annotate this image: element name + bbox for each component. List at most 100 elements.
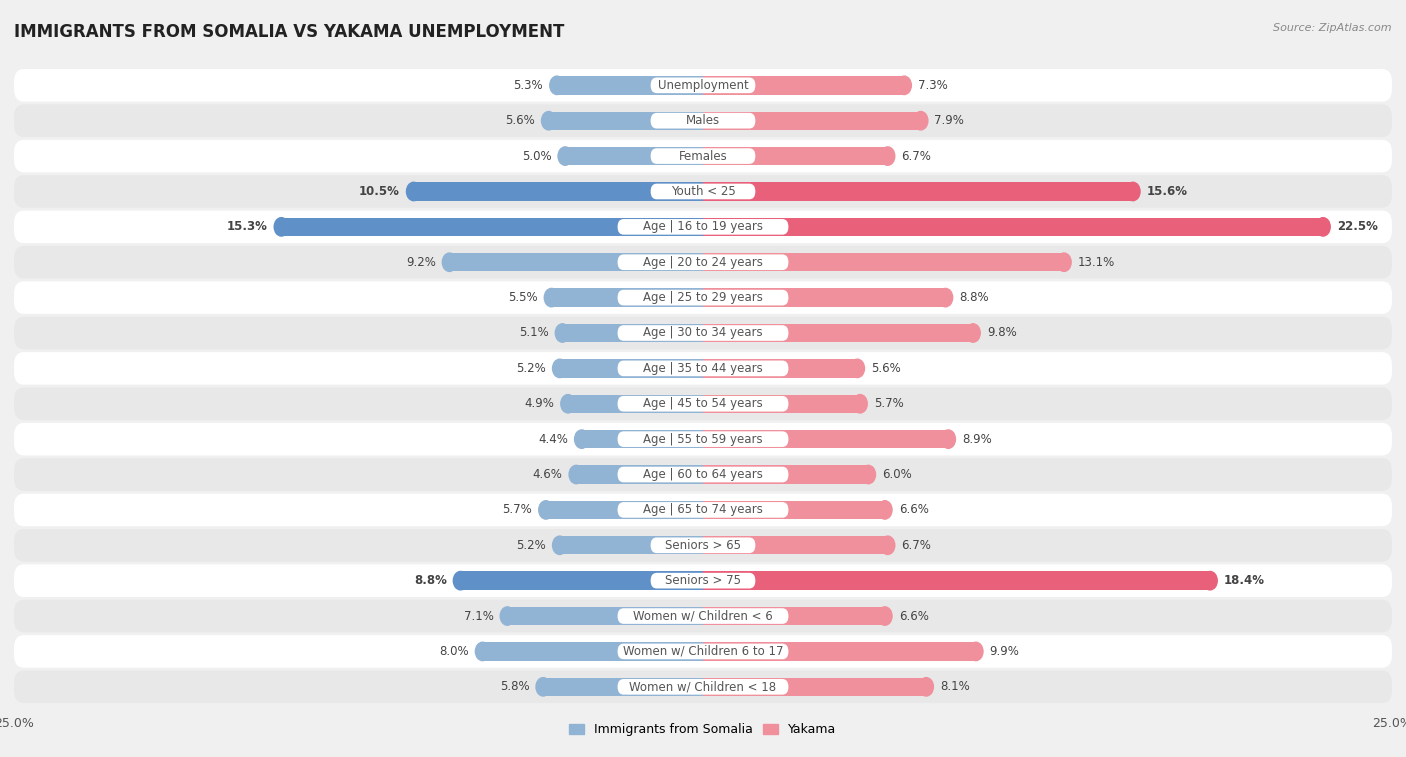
Circle shape bbox=[966, 324, 980, 342]
Bar bbox=[703, 147, 887, 165]
Text: 9.2%: 9.2% bbox=[406, 256, 436, 269]
FancyBboxPatch shape bbox=[617, 679, 789, 695]
FancyBboxPatch shape bbox=[617, 502, 789, 518]
FancyBboxPatch shape bbox=[14, 635, 1392, 668]
Text: Age | 35 to 44 years: Age | 35 to 44 years bbox=[643, 362, 763, 375]
Circle shape bbox=[1126, 182, 1140, 201]
Circle shape bbox=[877, 607, 891, 625]
Circle shape bbox=[475, 642, 489, 661]
FancyBboxPatch shape bbox=[14, 69, 1392, 101]
Text: 5.8%: 5.8% bbox=[499, 681, 530, 693]
FancyBboxPatch shape bbox=[14, 388, 1392, 420]
Circle shape bbox=[575, 430, 589, 448]
Text: 15.3%: 15.3% bbox=[226, 220, 267, 233]
FancyBboxPatch shape bbox=[651, 77, 755, 93]
Text: 5.2%: 5.2% bbox=[516, 539, 546, 552]
FancyBboxPatch shape bbox=[617, 326, 789, 341]
FancyBboxPatch shape bbox=[651, 573, 755, 588]
Text: Age | 65 to 74 years: Age | 65 to 74 years bbox=[643, 503, 763, 516]
Text: Males: Males bbox=[686, 114, 720, 127]
Circle shape bbox=[541, 111, 555, 130]
Bar bbox=[576, 466, 703, 484]
FancyBboxPatch shape bbox=[14, 494, 1392, 526]
Bar bbox=[508, 607, 703, 625]
Text: Age | 55 to 59 years: Age | 55 to 59 years bbox=[643, 433, 763, 446]
Circle shape bbox=[920, 678, 934, 696]
Circle shape bbox=[544, 288, 558, 307]
Text: Youth < 25: Youth < 25 bbox=[671, 185, 735, 198]
FancyBboxPatch shape bbox=[651, 184, 755, 199]
Bar bbox=[703, 288, 945, 307]
FancyBboxPatch shape bbox=[14, 671, 1392, 703]
Circle shape bbox=[274, 218, 288, 236]
Circle shape bbox=[555, 324, 569, 342]
Text: Source: ZipAtlas.com: Source: ZipAtlas.com bbox=[1274, 23, 1392, 33]
Text: Seniors > 65: Seniors > 65 bbox=[665, 539, 741, 552]
FancyBboxPatch shape bbox=[14, 316, 1392, 349]
Text: 6.6%: 6.6% bbox=[898, 609, 928, 622]
Circle shape bbox=[914, 111, 928, 130]
FancyBboxPatch shape bbox=[617, 360, 789, 376]
Circle shape bbox=[553, 359, 567, 378]
Bar bbox=[543, 678, 703, 696]
Circle shape bbox=[853, 394, 868, 413]
Bar bbox=[413, 182, 703, 201]
Text: 6.7%: 6.7% bbox=[901, 539, 931, 552]
Text: 10.5%: 10.5% bbox=[359, 185, 399, 198]
Text: Age | 16 to 19 years: Age | 16 to 19 years bbox=[643, 220, 763, 233]
Text: 8.0%: 8.0% bbox=[439, 645, 468, 658]
Bar bbox=[482, 642, 703, 661]
Text: Females: Females bbox=[679, 150, 727, 163]
FancyBboxPatch shape bbox=[651, 148, 755, 164]
FancyBboxPatch shape bbox=[14, 423, 1392, 456]
Circle shape bbox=[880, 536, 894, 554]
Circle shape bbox=[558, 147, 572, 165]
Text: 7.9%: 7.9% bbox=[935, 114, 965, 127]
Text: 8.8%: 8.8% bbox=[959, 291, 988, 304]
Text: 6.0%: 6.0% bbox=[882, 468, 912, 481]
Circle shape bbox=[561, 394, 575, 413]
Bar bbox=[560, 359, 703, 378]
FancyBboxPatch shape bbox=[14, 565, 1392, 597]
FancyBboxPatch shape bbox=[14, 140, 1392, 173]
Circle shape bbox=[553, 536, 567, 554]
Circle shape bbox=[969, 642, 983, 661]
Bar bbox=[703, 111, 921, 130]
Text: 4.6%: 4.6% bbox=[533, 468, 562, 481]
Text: Seniors > 75: Seniors > 75 bbox=[665, 574, 741, 587]
Bar bbox=[703, 359, 858, 378]
Text: 5.7%: 5.7% bbox=[875, 397, 904, 410]
Text: 22.5%: 22.5% bbox=[1337, 220, 1378, 233]
Bar bbox=[703, 253, 1064, 272]
Bar bbox=[703, 642, 976, 661]
Text: 5.3%: 5.3% bbox=[513, 79, 543, 92]
Bar bbox=[281, 218, 703, 236]
Bar bbox=[703, 536, 887, 554]
Text: 13.1%: 13.1% bbox=[1078, 256, 1115, 269]
Text: Age | 25 to 29 years: Age | 25 to 29 years bbox=[643, 291, 763, 304]
Text: 5.0%: 5.0% bbox=[522, 150, 551, 163]
Circle shape bbox=[569, 466, 583, 484]
Bar bbox=[703, 76, 904, 95]
Text: 18.4%: 18.4% bbox=[1223, 574, 1265, 587]
Text: 5.1%: 5.1% bbox=[519, 326, 548, 339]
FancyBboxPatch shape bbox=[651, 113, 755, 129]
Circle shape bbox=[538, 500, 553, 519]
Circle shape bbox=[1204, 572, 1218, 590]
Bar bbox=[703, 572, 1211, 590]
Bar bbox=[551, 288, 703, 307]
FancyBboxPatch shape bbox=[617, 608, 789, 624]
Circle shape bbox=[880, 147, 894, 165]
Text: 5.5%: 5.5% bbox=[508, 291, 537, 304]
Bar bbox=[557, 76, 703, 95]
Circle shape bbox=[550, 76, 564, 95]
Bar bbox=[703, 430, 948, 448]
FancyBboxPatch shape bbox=[617, 643, 789, 659]
Text: Women w/ Children 6 to 17: Women w/ Children 6 to 17 bbox=[623, 645, 783, 658]
Text: 6.7%: 6.7% bbox=[901, 150, 931, 163]
Text: 15.6%: 15.6% bbox=[1147, 185, 1188, 198]
Circle shape bbox=[938, 288, 953, 307]
Bar bbox=[560, 536, 703, 554]
FancyBboxPatch shape bbox=[14, 282, 1392, 314]
FancyBboxPatch shape bbox=[617, 219, 789, 235]
